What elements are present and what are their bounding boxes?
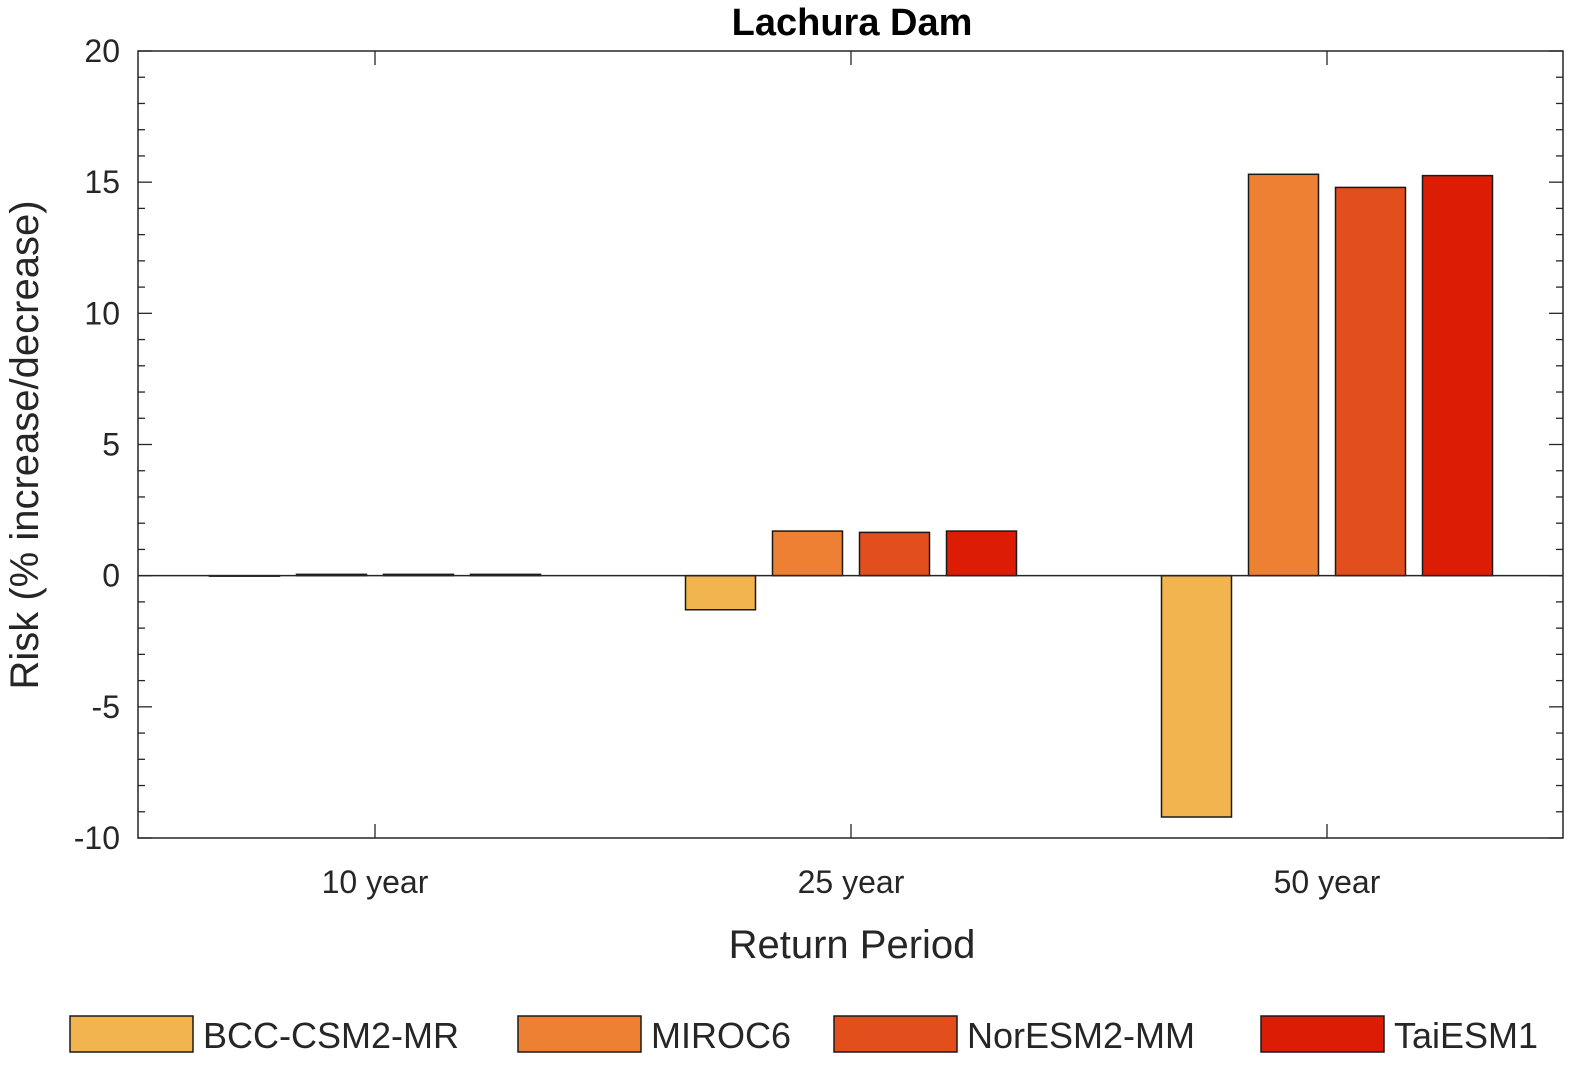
legend-swatch (517, 1015, 642, 1053)
x-axis-label: Return Period (729, 923, 976, 967)
chart-title: Lachura Dam (732, 2, 973, 44)
bars-group (208, 173, 1494, 818)
bar-noresm2-mm-2 (1334, 186, 1407, 577)
y-axis-label: Risk (% increase/decrease) (3, 200, 47, 689)
bar-taiesm1-2 (1421, 174, 1494, 577)
y-tick-label: 15 (84, 164, 120, 200)
legend-swatch (69, 1015, 194, 1053)
legend-label: BCC-CSM2-MR (203, 1015, 459, 1056)
legend-label: MIROC6 (651, 1015, 791, 1056)
y-tick-label: -5 (92, 689, 120, 725)
x-tick-label: 10 year (322, 864, 429, 900)
y-tick-label: 5 (102, 427, 120, 463)
legend-item-bcc-csm2-mr: BCC-CSM2-MR (69, 1015, 459, 1056)
y-tick-label: 10 (84, 295, 120, 331)
bar-bcc-csm2-mr-1 (684, 574, 757, 611)
y-tick-label: 20 (84, 33, 120, 69)
legend-item-miroc6: MIROC6 (517, 1015, 791, 1056)
bar-bcc-csm2-mr-2 (1160, 574, 1233, 818)
legend-swatch (833, 1015, 958, 1053)
y-tick-label: -10 (74, 820, 120, 856)
x-tick-label: 50 year (1274, 864, 1381, 900)
legend: BCC-CSM2-MR MIROC6 NorESM2-MM TaiESM1 (69, 1015, 1538, 1056)
x-tick-label: 25 year (798, 864, 905, 900)
legend-item-taiesm1: TaiESM1 (1260, 1015, 1538, 1056)
legend-label: NorESM2-MM (967, 1015, 1195, 1056)
bar-noresm2-mm-1 (858, 531, 931, 577)
bar-miroc6-2 (1247, 173, 1320, 577)
bar-miroc6-1 (771, 530, 844, 577)
legend-item-noresm2-mm: NorESM2-MM (833, 1015, 1195, 1056)
bar-taiesm1-1 (945, 530, 1018, 577)
legend-swatch (1260, 1015, 1385, 1053)
y-tick-label: 0 (102, 558, 120, 594)
legend-label: TaiESM1 (1394, 1015, 1538, 1056)
axes-group: -10 -5 0 5 10 15 20 10 year 25 year 50 year (74, 33, 1564, 900)
